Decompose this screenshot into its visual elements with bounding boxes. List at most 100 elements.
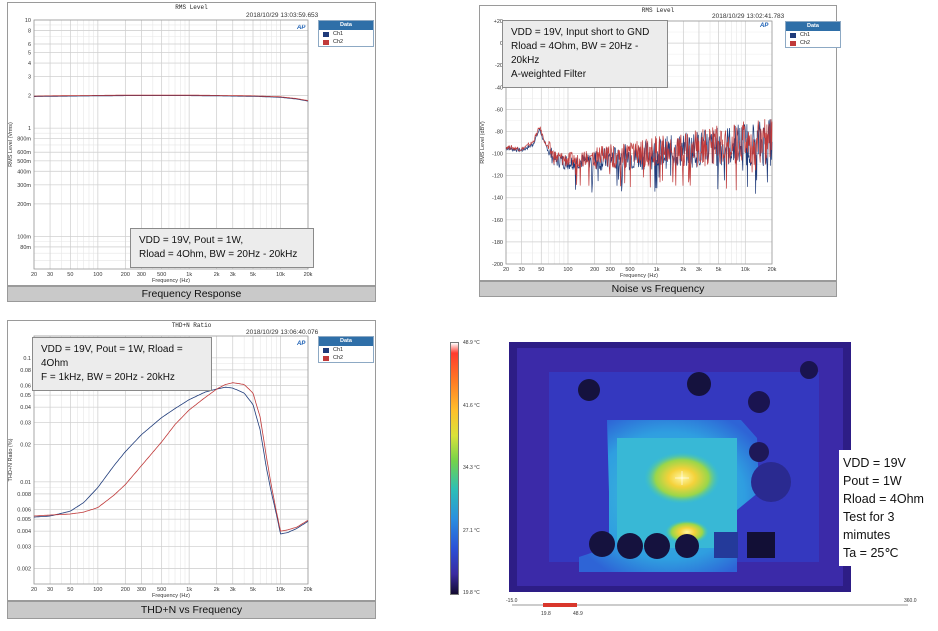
x-tick-label: 100 <box>563 267 572 273</box>
test-conditions-note: VDD = 19V, Pout = 1W, Rload = 4Ohm F = 1… <box>32 337 212 391</box>
x-tick-label: 50 <box>538 267 544 273</box>
thdn-panel: THD+N Ratio 2018/10/29 13:06:40.076 AP 0… <box>7 320 376 619</box>
colorbar-label-max: 48.9 °C <box>463 340 480 346</box>
freq-response-plot: 10 8 6 5 4 3 2 1 800m 600m 500m 400m 300m 200m 100m 80m… <box>8 18 313 284</box>
y-axis-label: THD+N Ratio (%) <box>8 438 14 481</box>
colorbar-label: 41.6 °C <box>463 403 480 409</box>
y-tick-label: -100 <box>492 152 503 158</box>
y-tick-label: 0.008 <box>17 492 31 498</box>
y-tick-label: 0.01 <box>20 480 31 486</box>
x-tick-label: 1k <box>186 587 192 593</box>
x-tick-label: 5k <box>716 267 722 273</box>
x-axis-label: Frequency (Hz) <box>152 278 190 284</box>
x-tick-label: 20 <box>31 272 37 278</box>
series-line-ch1 <box>33 386 309 535</box>
thermal-image <box>509 342 851 592</box>
x-tick-label: 200 <box>121 587 130 593</box>
chart-caption: Noise vs Frequency <box>479 281 837 297</box>
colorbar-label: 27.1 °C <box>463 528 480 534</box>
chart-legend: Data Ch1 Ch2 <box>318 336 374 363</box>
y-tick-label: 4 <box>28 61 31 67</box>
plot-area <box>33 335 309 585</box>
chart-caption: THD+N vs Frequency <box>7 601 376 619</box>
y-tick-label: -40 <box>495 85 503 91</box>
y-tick-label: 0.006 <box>17 507 31 513</box>
x-tick-label: 30 <box>47 272 53 278</box>
y-tick-label: 500m <box>17 159 31 165</box>
x-tick-label: 200 <box>121 272 130 278</box>
chart-timestamp: 2018/10/29 13:03:59.653 <box>246 12 319 19</box>
y-tick-label: 0.04 <box>20 405 31 411</box>
y-tick-label: -200 <box>492 262 503 268</box>
scale-label-min: -15.0 <box>506 598 518 604</box>
x-tick-label: 20 <box>31 587 37 593</box>
x-tick-label: 30 <box>47 587 53 593</box>
x-tick-label: 100 <box>93 272 102 278</box>
chart-frame: RMS Level 2018/10/29 13:03:59.653 AP 10 8… <box>7 2 376 286</box>
x-tick-label: 300 <box>137 272 146 278</box>
y-tick-label: 400m <box>17 169 31 175</box>
x-tick-label: 3k <box>230 587 236 593</box>
x-tick-label: 300 <box>137 587 146 593</box>
colorbar-label: 34.3 °C <box>463 465 480 471</box>
legend-title: Data <box>319 21 373 30</box>
x-tick-label: 500 <box>157 587 166 593</box>
x-tick-label: 300 <box>606 267 615 273</box>
x-tick-label: 2k <box>680 267 686 273</box>
y-tick-label: 3 <box>28 75 31 81</box>
y-tick-label: 5 <box>28 51 31 57</box>
y-tick-label: -80 <box>495 129 503 135</box>
x-tick-label: 1k <box>186 272 192 278</box>
ap-logo-icon: AP <box>297 25 306 31</box>
x-tick-label: 30 <box>519 267 525 273</box>
colorbar-label-min: 19.8 °C <box>463 590 480 596</box>
x-tick-label: 200 <box>590 267 599 273</box>
legend-item-ch1: Ch1 <box>786 31 840 39</box>
legend-title: Data <box>786 22 840 31</box>
y-tick-label: -140 <box>492 196 503 202</box>
y-axis-label: RMS Level (Vrms) <box>8 122 14 167</box>
x-tick-label: 20 <box>503 267 509 273</box>
y-tick-label: 200m <box>17 202 31 208</box>
x-tick-label: 50 <box>67 587 73 593</box>
x-axis-label: Frequency (Hz) <box>620 273 658 279</box>
x-tick-label: 10k <box>276 272 285 278</box>
legend-item-ch2: Ch2 <box>786 39 840 47</box>
x-tick-label: 1k <box>654 267 660 273</box>
temperature-range-bar <box>512 603 908 607</box>
y-tick-label: 2 <box>28 94 31 100</box>
y-tick-label: 6 <box>28 42 31 48</box>
thermal-panel: 48.9 °C 41.6 °C 34.3 °C 27.1 °C 19.8 °C <box>440 330 932 626</box>
y-tick-label: 0.005 <box>17 517 31 523</box>
y-tick-label: 80m <box>20 245 31 251</box>
chart-timestamp: 2018/10/29 13:02:41.783 <box>712 13 785 20</box>
legend-item-ch2: Ch2 <box>319 38 373 46</box>
scale-label: 19.8 <box>541 611 551 617</box>
x-tick-label: 10k <box>276 587 285 593</box>
y-tick-label: 0 <box>500 41 503 47</box>
temperature-colorbar <box>450 342 459 595</box>
chart-timestamp: 2018/10/29 13:06:40.076 <box>246 329 319 336</box>
y-tick-label: -60 <box>495 107 503 113</box>
x-tick-label: 50 <box>67 272 73 278</box>
x-tick-label: 3k <box>696 267 702 273</box>
x-tick-label: 20k <box>304 272 313 278</box>
legend-item-ch1: Ch1 <box>319 346 373 354</box>
plot-area <box>33 19 309 270</box>
y-tick-label: 1 <box>28 126 31 132</box>
y-tick-label: 600m <box>17 150 31 156</box>
y-tick-label: 0.002 <box>17 567 31 573</box>
series-line-ch2 <box>505 119 773 191</box>
chart-caption: Frequency Response <box>7 286 376 302</box>
x-tick-label: 500 <box>157 272 166 278</box>
ap-logo-icon: AP <box>297 341 306 347</box>
chart-title: RMS Level <box>641 7 675 14</box>
y-tick-label: 0.03 <box>20 421 31 427</box>
test-conditions-note: VDD = 19V, Input short to GND Rload = 4O… <box>502 20 668 88</box>
test-conditions-note: VDD = 19V Pout = 1W Rload = 4Ohm Test fo… <box>839 450 932 566</box>
chart-frame: THD+N Ratio 2018/10/29 13:06:40.076 AP 0… <box>7 320 376 601</box>
chart-title: RMS Level <box>175 4 208 11</box>
x-axis-label: Frequency (Hz) <box>152 593 190 599</box>
y-tick-label: 0.08 <box>20 368 31 374</box>
series-line-ch2 <box>34 94 309 101</box>
